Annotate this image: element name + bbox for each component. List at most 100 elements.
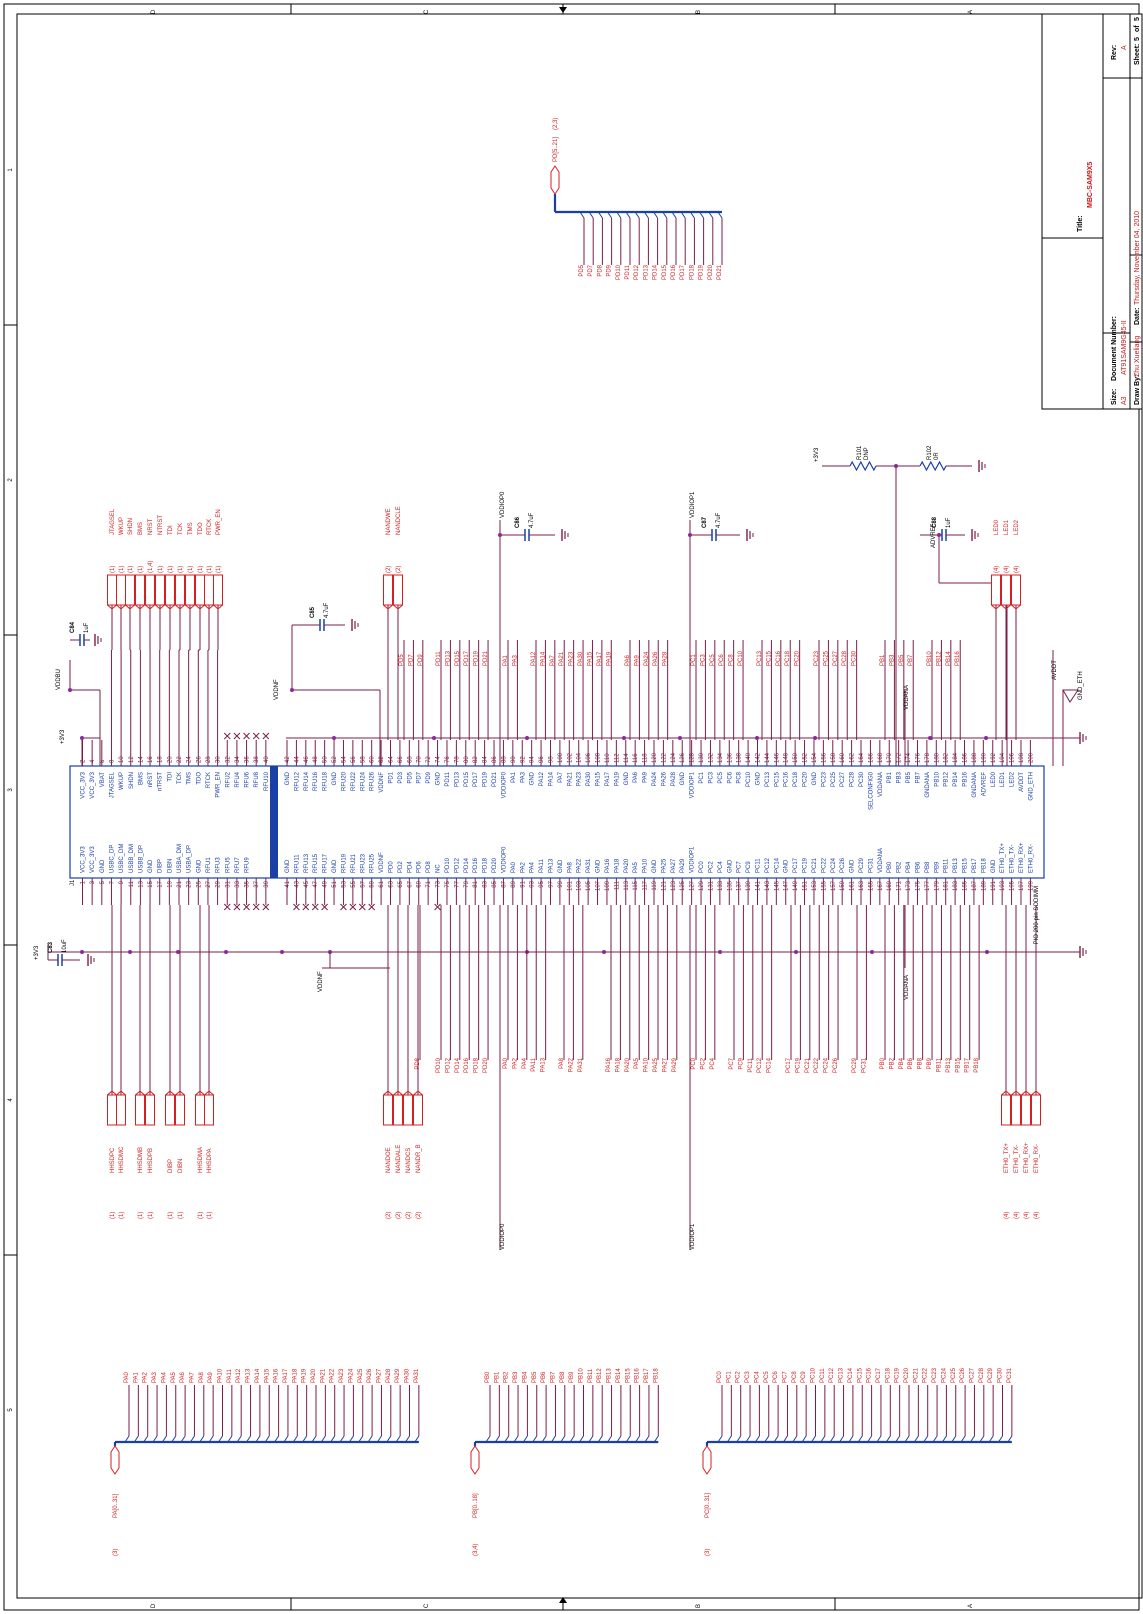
bus-entry bbox=[339, 1435, 345, 1443]
pin-number-bottom: 193 bbox=[1000, 880, 1006, 891]
port-symbol bbox=[125, 604, 135, 610]
port-ref: (1) bbox=[168, 566, 174, 573]
bus-member-label: PC4 bbox=[754, 1371, 760, 1383]
pin-name-top: PA26 bbox=[661, 771, 667, 786]
port-ref: (1) bbox=[128, 566, 134, 573]
no-connect-mark bbox=[311, 903, 319, 911]
pin-name-bottom: ETH0_TX+ bbox=[1000, 843, 1006, 873]
bus-member-label: PC2 bbox=[736, 1371, 742, 1383]
pin-name-bottom: PA2 bbox=[520, 861, 526, 873]
pin-name-top: GND bbox=[285, 771, 291, 785]
pin-number-bottom: 23 bbox=[187, 880, 193, 887]
zone-number-left: 3 bbox=[8, 788, 14, 792]
title-label: Title: bbox=[1077, 215, 1084, 232]
pin-name-top: PC30 bbox=[859, 771, 865, 787]
zone-number-left: 2 bbox=[8, 478, 14, 482]
of-label: of bbox=[1134, 25, 1141, 32]
pin-name-top: PC6 bbox=[727, 771, 733, 783]
net-label: PB13 bbox=[946, 1057, 952, 1072]
no-connect-mark bbox=[223, 732, 231, 740]
bus-member-label: PA2 bbox=[143, 1371, 149, 1383]
net-label: PD16 bbox=[464, 1057, 470, 1073]
pin-number-bottom: 125 bbox=[680, 880, 686, 891]
zone-number-left: 4 bbox=[8, 1098, 14, 1102]
bus-member-label: PA15 bbox=[264, 1368, 270, 1383]
bus-member-label: PA17 bbox=[283, 1368, 289, 1383]
bus-entry bbox=[932, 1435, 938, 1443]
bus-member-label: PA30 bbox=[405, 1368, 411, 1383]
pin-number-bottom: 135 bbox=[727, 880, 733, 891]
no-connect-mark bbox=[340, 903, 347, 911]
pin-number-bottom: 49 bbox=[323, 880, 329, 887]
pin-name-bottom: PA27 bbox=[671, 858, 677, 873]
port-name: ETH0_TX- bbox=[1014, 1145, 1020, 1173]
pin-number-top: 122 bbox=[661, 752, 667, 763]
pin-number-top: 28 bbox=[206, 756, 212, 763]
pin-name-bottom: VCC_3V3 bbox=[90, 846, 96, 873]
pin-name-bottom: PC11 bbox=[756, 858, 762, 873]
pin-number-top: 200 bbox=[1028, 752, 1034, 763]
pin-name-top: JTAGSEL bbox=[109, 771, 115, 798]
bus-entry bbox=[726, 1435, 732, 1443]
port-ref: (1) bbox=[119, 566, 125, 573]
rev-value: A bbox=[1121, 45, 1128, 50]
pin-number-bottom: 175 bbox=[915, 880, 921, 891]
bus-entry bbox=[634, 211, 640, 219]
pin-number-top: 54 bbox=[341, 756, 347, 763]
pin-number-bottom: 183 bbox=[953, 880, 959, 891]
port-name: TDO bbox=[198, 522, 204, 535]
pin-name-top: PD11 bbox=[445, 771, 451, 786]
bus-member-label: PD8 bbox=[597, 264, 603, 276]
pin-number-bottom: 61 bbox=[379, 880, 385, 887]
net-label: PC2 bbox=[700, 1057, 706, 1069]
bus-member-label: PB10 bbox=[579, 1368, 585, 1383]
port-symbol bbox=[393, 604, 403, 610]
net-name: VDDNF bbox=[274, 679, 280, 700]
net-label: PC20 bbox=[795, 650, 801, 666]
pin-name-bottom: PA4 bbox=[530, 861, 536, 873]
bus-member-label: PB14 bbox=[616, 1368, 622, 1383]
pin-name-bottom: PB11 bbox=[944, 858, 950, 873]
pin-name-bottom: PA10 bbox=[643, 858, 649, 873]
bus-member-label: PD9 bbox=[607, 264, 613, 276]
bus-entry bbox=[588, 211, 594, 219]
pin-name-bottom: USBA_DP bbox=[187, 845, 193, 873]
bus-entry bbox=[532, 1435, 538, 1443]
port-ref: (1) bbox=[188, 566, 194, 573]
pin-name-top: RFU14 bbox=[304, 771, 310, 791]
bus-entry bbox=[264, 1435, 270, 1443]
pin-number-bottom: 163 bbox=[859, 880, 865, 891]
junction-dot bbox=[80, 950, 84, 954]
net-label: PB2 bbox=[889, 1057, 895, 1069]
pin-number-top: 36 bbox=[245, 756, 251, 763]
pin-number-top: 4 bbox=[90, 759, 96, 763]
net-label: PB1 bbox=[880, 654, 886, 666]
pin-number-bottom: 55 bbox=[351, 880, 357, 887]
pin-name-bottom: GND bbox=[652, 859, 658, 873]
wires-layer bbox=[47, 194, 1080, 1446]
net-label: PA6 bbox=[625, 654, 631, 666]
pin-number-bottom: 37 bbox=[254, 880, 260, 887]
net-label: PB4 bbox=[899, 1057, 905, 1069]
port-symbol bbox=[204, 604, 214, 610]
bus-entry bbox=[1007, 1435, 1013, 1443]
pin-number-bottom: 39 bbox=[264, 880, 270, 887]
net-label: PB12 bbox=[936, 651, 942, 666]
pin-number-bottom: 127 bbox=[690, 880, 696, 891]
bus-port-name: PA[0..31] bbox=[113, 1493, 119, 1518]
pin-name-top: PA17 bbox=[605, 771, 611, 786]
junction-dot bbox=[80, 736, 84, 740]
no-connect-mark bbox=[252, 903, 260, 911]
bus-entry bbox=[662, 211, 668, 219]
port-symbol bbox=[165, 1094, 175, 1126]
pin-number-bottom: 95 bbox=[539, 880, 545, 887]
port-ref: (2) bbox=[406, 1212, 412, 1219]
pin-name-bottom: GND bbox=[332, 859, 338, 873]
no-connect-mark bbox=[368, 903, 376, 911]
no-connect-mark bbox=[243, 903, 250, 911]
bus-member-label: PA5 bbox=[171, 1371, 177, 1383]
bus-member-label: PA1 bbox=[133, 1371, 139, 1383]
pin-name-bottom: PD0 bbox=[389, 861, 395, 873]
pin-name-bottom: PB13 bbox=[953, 858, 959, 873]
pin-number-top: 150 bbox=[793, 752, 799, 763]
